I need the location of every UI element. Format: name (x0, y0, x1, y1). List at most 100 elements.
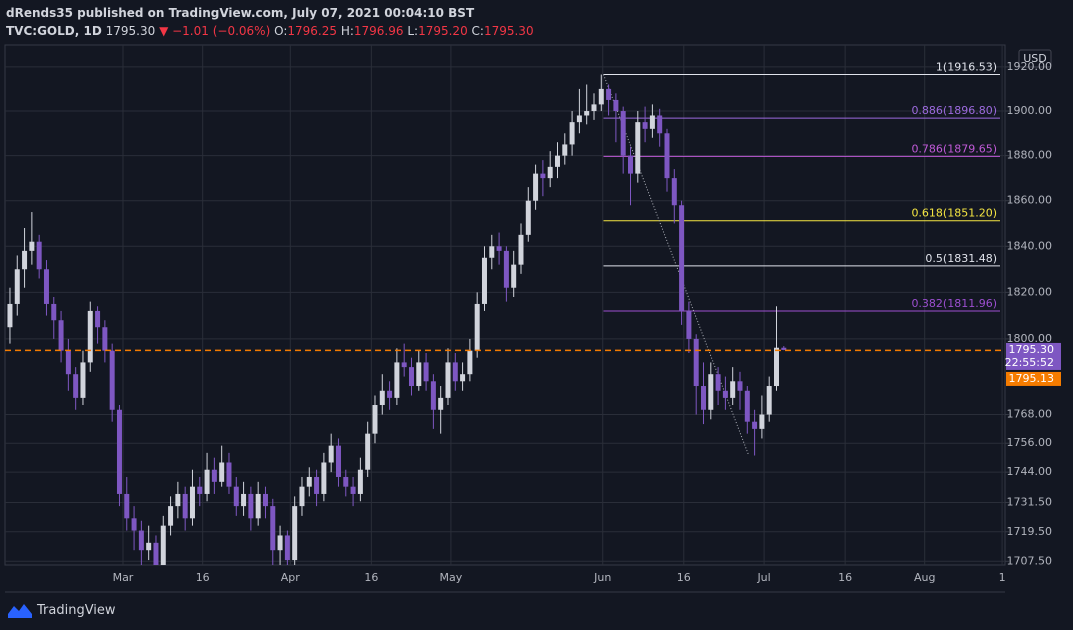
candle-body (131, 518, 137, 531)
candle-body (379, 390, 385, 406)
symbol: TVC:GOLD, 1D (6, 24, 102, 38)
candle-body (496, 246, 502, 251)
candle-body (233, 486, 239, 507)
y-tick-label: 1744.00 (1007, 465, 1053, 478)
candle-body (642, 122, 648, 129)
candle-body (416, 362, 422, 387)
candle-body (7, 303, 13, 328)
c-label: C: (471, 24, 484, 38)
candle-body (270, 506, 276, 551)
candle-body (262, 493, 268, 507)
x-tick-label: 16 (677, 571, 691, 584)
candle-body (744, 390, 750, 422)
x-tick-label: Jun (593, 571, 611, 584)
x-tick-label: 16 (838, 571, 852, 584)
candle-body (350, 486, 356, 494)
header: dRends35 published on TradingView.com, J… (6, 4, 534, 40)
candle-body (219, 462, 225, 482)
candle-body (649, 115, 655, 129)
last-price-box (1006, 342, 1061, 370)
candle-body (138, 530, 144, 551)
candle-body (160, 525, 166, 565)
x-tick-label: Apr (281, 571, 301, 584)
candle-body (65, 350, 71, 375)
candle-body (525, 200, 531, 235)
price: 1795.30 (105, 24, 156, 38)
y-tick-label: 1880.00 (1007, 149, 1053, 162)
candle-body (606, 88, 612, 100)
candle-body (598, 88, 604, 105)
h-label: H: (340, 24, 354, 38)
last-price-label: 1795.30 (1009, 343, 1055, 356)
candle-body (467, 350, 473, 375)
candle-body (481, 257, 487, 304)
published-line: dRends35 published on TradingView.com, J… (6, 4, 534, 22)
quote-line: TVC:GOLD, 1D 1795.30 ▼ −1.01 (−0.06%) O:… (6, 22, 534, 40)
candle-body (387, 390, 393, 398)
l-label: L: (407, 24, 419, 38)
candle-body (679, 205, 685, 311)
candle-body (452, 362, 458, 382)
candle-body (445, 362, 451, 398)
fib-label: 1(1916.53) (936, 61, 997, 74)
candle-body (87, 310, 93, 363)
candle-body (335, 445, 341, 477)
candle-body (182, 493, 188, 519)
candle-body (554, 155, 560, 167)
candle-body (613, 99, 619, 112)
currency: USD (1023, 52, 1047, 65)
candle-body (211, 469, 217, 482)
candle-body (766, 386, 772, 415)
high: 1796.96 (353, 24, 404, 38)
candle-body (394, 362, 400, 398)
y-tick-label: 1800.00 (1007, 332, 1053, 345)
candle-body (584, 111, 590, 116)
y-tick-label: 1920.00 (1007, 60, 1053, 73)
y-tick-label: 1768.00 (1007, 408, 1053, 421)
candle-body (671, 178, 677, 206)
x-tick-label: 16 (364, 571, 378, 584)
candle-body (715, 374, 721, 391)
candle-body (153, 542, 159, 565)
published: dRends35 published on TradingView.com, J… (6, 6, 475, 20)
candle-body (401, 362, 407, 368)
prev-close-box (1006, 371, 1061, 386)
close: 1795.30 (483, 24, 534, 38)
o-label: O: (274, 24, 288, 38)
candle-body (423, 362, 429, 382)
candle-body (737, 381, 743, 391)
candle-body (124, 493, 130, 519)
candle-body (438, 397, 444, 410)
candle-body (620, 111, 626, 156)
candle-body (657, 115, 663, 134)
candle-body (102, 327, 108, 351)
candle-body (29, 241, 35, 251)
plot-frame (4, 44, 1006, 566)
candle-body (197, 486, 203, 494)
open: 1796.25 (287, 24, 337, 38)
candle-body (569, 122, 575, 145)
candle-body (175, 493, 181, 507)
candle-body (503, 250, 509, 288)
candle-body (773, 347, 779, 387)
candle-body (693, 338, 699, 387)
candle-body (189, 486, 195, 519)
candle-body (591, 104, 597, 112)
candle-body (284, 535, 290, 561)
candle-body (14, 269, 20, 304)
candle-body (357, 469, 363, 494)
y-tick-label: 1860.00 (1007, 194, 1053, 207)
fib-label: 0.5(1831.48) (925, 252, 997, 265)
candle-body (372, 405, 378, 434)
candle-body (627, 155, 633, 174)
candle-body (474, 303, 480, 351)
candle-body (58, 320, 64, 351)
chart: USD 1(1916.53) 0.886(1896.80) 0.786(1879.6… (4, 44, 1061, 593)
candle-body (700, 386, 706, 410)
countdown: 22:55:52 (1005, 356, 1054, 369)
brand: TradingView (37, 602, 116, 618)
candle-body (752, 421, 758, 429)
plot: 1(1916.53) 0.886(1896.80) 0.786(1879.65) 0.… (5, 45, 1005, 565)
candle-body (146, 542, 152, 551)
y-tick-label: 1707.50 (1007, 554, 1053, 567)
